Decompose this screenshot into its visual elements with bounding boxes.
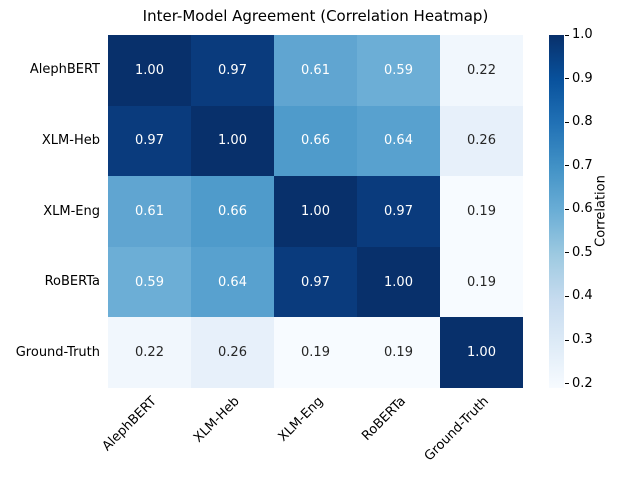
heatmap-cell: 0.26	[440, 105, 523, 177]
colorbar-tick-mark	[565, 165, 569, 167]
colorbar-tick-label: 0.2	[572, 375, 593, 391]
heatmap-cell: 0.97	[357, 176, 440, 247]
cell-value: 0.61	[135, 203, 164, 219]
colorbar-tick-mark	[565, 383, 569, 385]
cell-value: 1.00	[301, 203, 330, 219]
colorbar-tick-mark	[565, 295, 569, 297]
y-tick-label: RoBERTa	[44, 274, 100, 290]
heatmap-cell: 1.00	[357, 246, 440, 318]
cell-value: 0.26	[467, 133, 496, 149]
cell-value: 0.97	[301, 274, 330, 290]
heatmap-cell: 0.64	[191, 246, 274, 318]
heatmap-cell: 0.22	[440, 35, 523, 106]
x-tick-label: XLM-Heb	[191, 394, 244, 446]
cell-value: 0.64	[218, 274, 247, 290]
heatmap-cell: 0.97	[108, 105, 191, 177]
cell-value: 0.59	[384, 62, 413, 78]
heatmap-cell: 0.66	[274, 105, 357, 177]
x-tick-label: AlephBERT	[99, 394, 161, 455]
cell-value: 0.22	[135, 345, 164, 361]
y-tick-label: Ground-Truth	[15, 344, 100, 360]
cell-value: 0.19	[384, 345, 413, 361]
heatmap-grid: 1.00 0.97 0.61 0.59 0.22 0.97 1.00 0.66 0.64 0.26…	[108, 35, 523, 388]
heatmap-cell: 1.00	[108, 35, 191, 106]
colorbar-tick-label: 0.3	[572, 332, 593, 348]
heatmap-cell: 0.59	[108, 246, 191, 318]
colorbar-tick-label: 0.5	[572, 244, 593, 260]
cell-value: 1.00	[467, 345, 496, 361]
cell-value: 1.00	[218, 133, 247, 149]
colorbar-tick-label: 0.6	[572, 201, 593, 217]
cell-value: 1.00	[135, 62, 164, 78]
y-tick-label: XLM-Heb	[41, 132, 100, 148]
x-tick-label: RoBERTa	[359, 394, 410, 444]
chart-title: Inter-Model Agreement (Correlation Heatm…	[142, 7, 489, 25]
heatmap-cell: 0.97	[274, 246, 357, 318]
cell-value: 0.64	[384, 133, 413, 149]
y-tick-label: AlephBERT	[29, 62, 100, 78]
heatmap-cell: 0.66	[191, 176, 274, 247]
colorbar-tick-mark	[565, 208, 569, 210]
cell-value: 0.97	[135, 133, 164, 149]
x-tick-label: Ground-Truth	[421, 394, 493, 465]
colorbar-tick-label: 1.0	[572, 27, 593, 42]
heatmap-cell: 0.19	[357, 317, 440, 388]
heatmap-cell: 0.61	[108, 176, 191, 247]
heatmap-cell: 0.26	[191, 317, 274, 388]
cell-value: 0.61	[301, 62, 330, 78]
colorbar-tick-label: 0.9	[572, 70, 593, 86]
heatmap-cell: 0.22	[108, 317, 191, 388]
colorbar-tick-mark	[565, 339, 569, 341]
cell-value: 0.22	[467, 62, 496, 78]
colorbar-tick-mark	[565, 78, 569, 80]
colorbar	[549, 35, 564, 388]
heatmap-cell: 0.19	[440, 246, 523, 318]
heatmap-cell: 0.61	[274, 35, 357, 106]
cell-value: 0.97	[218, 62, 247, 78]
colorbar-tick-label: 0.4	[572, 288, 593, 304]
heatmap-cell: 0.59	[357, 35, 440, 106]
cell-value: 0.66	[218, 203, 247, 219]
heatmap-cell: 1.00	[274, 176, 357, 247]
heatmap-cell: 1.00	[440, 317, 523, 388]
cell-value: 1.00	[384, 274, 413, 290]
cell-value: 0.19	[467, 274, 496, 290]
colorbar-tick-label: 0.8	[572, 114, 593, 130]
heatmap-cell: 0.64	[357, 105, 440, 177]
cell-value: 0.97	[384, 203, 413, 219]
cell-value: 0.26	[218, 345, 247, 361]
cell-value: 0.66	[301, 133, 330, 149]
colorbar-tick-mark	[565, 252, 569, 254]
cell-value: 0.19	[467, 203, 496, 219]
colorbar-label: Correlation	[593, 175, 609, 247]
heatmap-cell: 1.00	[191, 105, 274, 177]
colorbar-tick-mark	[565, 34, 569, 36]
cell-value: 0.19	[301, 345, 330, 361]
heatmap-cell: 0.19	[440, 176, 523, 247]
heatmap-cell: 0.97	[191, 35, 274, 106]
x-tick-label: XLM-Eng	[275, 394, 327, 445]
heatmap-cell: 0.19	[274, 317, 357, 388]
y-tick-label: XLM-Eng	[43, 203, 100, 219]
colorbar-tick-label: 0.7	[572, 157, 593, 173]
cell-value: 0.59	[135, 274, 164, 290]
colorbar-tick-mark	[565, 121, 569, 123]
